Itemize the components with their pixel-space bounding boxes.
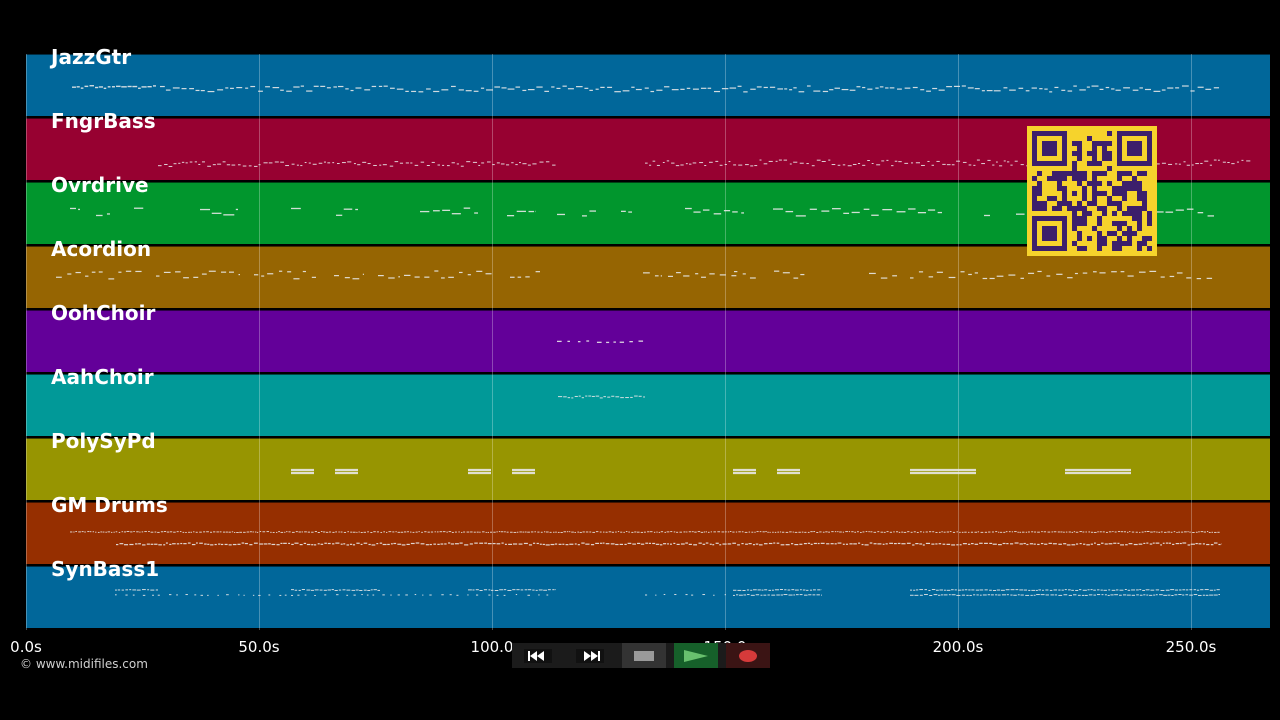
time-tick-label: 200.0s bbox=[932, 638, 984, 656]
time-tick-label: 100.0 bbox=[470, 638, 514, 656]
record-button[interactable] bbox=[726, 643, 770, 668]
track-lane: AahChoir bbox=[26, 365, 1270, 436]
copyright-text: © www.midifiles.com bbox=[20, 657, 148, 671]
track-name: PolySyPd bbox=[51, 429, 156, 453]
track-name: Acordion bbox=[51, 237, 152, 261]
track-name: SynBass1 bbox=[51, 557, 160, 581]
track-lane: JazzGtr bbox=[26, 45, 1270, 116]
play-icon bbox=[684, 649, 708, 662]
fast-forward-button[interactable] bbox=[568, 643, 612, 668]
time-tick-label: 250.0s bbox=[1165, 638, 1217, 656]
rewind-icon bbox=[524, 648, 552, 663]
track-name: AahChoir bbox=[51, 365, 154, 389]
track-name: Ovrdrive bbox=[51, 173, 149, 197]
grid-line bbox=[725, 54, 726, 630]
qr-code bbox=[1027, 126, 1157, 256]
play-button[interactable] bbox=[674, 643, 718, 668]
fast-forward-icon bbox=[576, 648, 604, 663]
record-icon bbox=[739, 649, 757, 662]
grid-line bbox=[1191, 54, 1192, 630]
transport-controls bbox=[512, 643, 770, 668]
grid-line bbox=[26, 54, 27, 630]
qr-code-image bbox=[1032, 131, 1152, 251]
track-lane: Acordion bbox=[26, 237, 1270, 308]
track-name: JazzGtr bbox=[51, 45, 132, 69]
time-tick-label: 0.0s bbox=[10, 638, 42, 656]
track-lane: PolySyPd bbox=[26, 429, 1270, 500]
grid-line bbox=[259, 54, 260, 630]
grid-line bbox=[958, 54, 959, 630]
track-lane: OohChoir bbox=[26, 301, 1270, 372]
track-name: FngrBass bbox=[51, 109, 156, 133]
track-name: OohChoir bbox=[51, 301, 156, 325]
track-lane: GM Drums bbox=[26, 493, 1270, 564]
track-name: GM Drums bbox=[51, 493, 168, 517]
stop-icon bbox=[634, 650, 654, 661]
track-lane: SynBass1 bbox=[26, 557, 1270, 628]
stop-button[interactable] bbox=[622, 643, 666, 668]
rewind-button[interactable] bbox=[516, 643, 560, 668]
grid-line bbox=[492, 54, 493, 630]
time-tick-label: 50.0s bbox=[238, 638, 280, 656]
